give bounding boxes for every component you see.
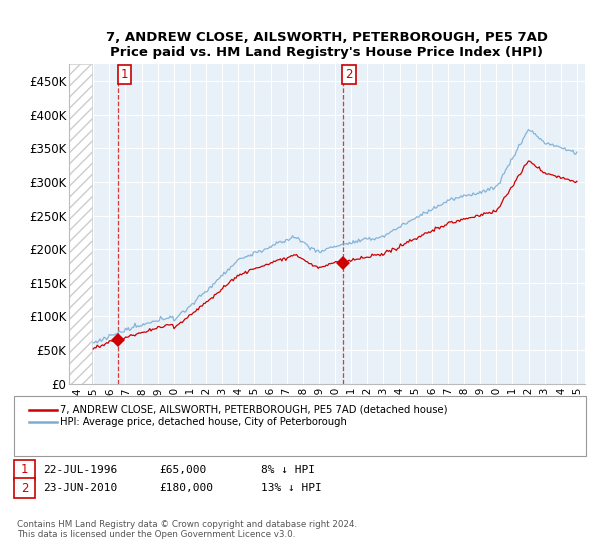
Text: 23-JUN-2010: 23-JUN-2010 (43, 483, 118, 493)
Text: 2: 2 (345, 68, 353, 81)
Text: HPI: Average price, detached house, City of Peterborough: HPI: Average price, detached house, City… (60, 417, 347, 427)
Text: £65,000: £65,000 (159, 465, 206, 475)
Text: 8% ↓ HPI: 8% ↓ HPI (261, 465, 315, 475)
Text: £180,000: £180,000 (159, 483, 213, 493)
Text: 7, ANDREW CLOSE, AILSWORTH, PETERBOROUGH, PE5 7AD (detached house): 7, ANDREW CLOSE, AILSWORTH, PETERBOROUGH… (60, 405, 448, 415)
Title: 7, ANDREW CLOSE, AILSWORTH, PETERBOROUGH, PE5 7AD
Price paid vs. HM Land Registr: 7, ANDREW CLOSE, AILSWORTH, PETERBOROUGH… (106, 31, 548, 59)
Text: 1: 1 (21, 463, 28, 477)
Text: 22-JUL-1996: 22-JUL-1996 (43, 465, 118, 475)
Text: 1: 1 (121, 68, 128, 81)
Bar (69, 64, 92, 384)
Text: 2: 2 (21, 482, 28, 495)
Text: 13% ↓ HPI: 13% ↓ HPI (261, 483, 322, 493)
Text: Contains HM Land Registry data © Crown copyright and database right 2024.
This d: Contains HM Land Registry data © Crown c… (17, 520, 357, 539)
